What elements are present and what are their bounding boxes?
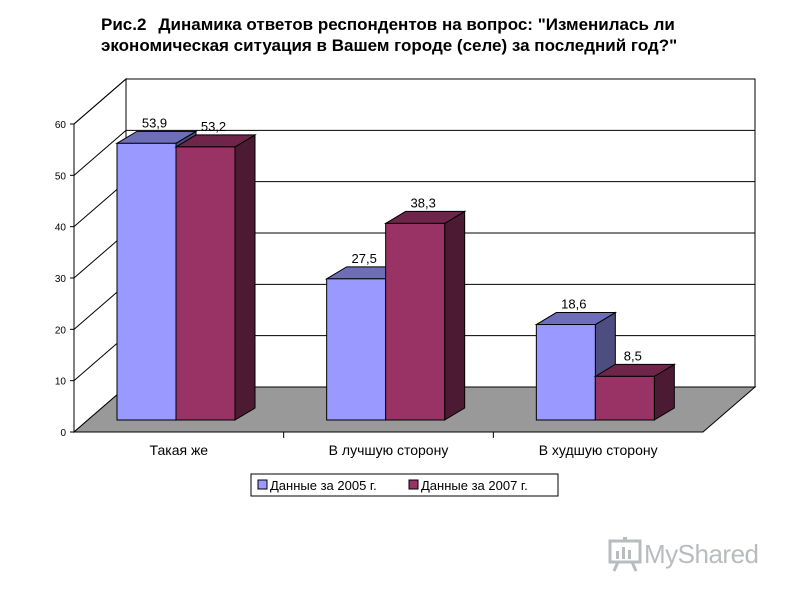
x-tick-label: Такая же: [150, 442, 209, 458]
bar: [326, 278, 387, 421]
bar: [116, 142, 177, 421]
bar: [175, 146, 236, 421]
data-label: 38,3: [411, 195, 436, 210]
x-tick-label: В худшую сторону: [539, 442, 658, 458]
y-tick-label: 0: [60, 428, 66, 439]
legend-swatch: [257, 479, 268, 490]
legend-swatch: [408, 479, 419, 490]
watermark-logo: MyShared: [606, 536, 759, 572]
presentation-board-icon: [608, 537, 642, 572]
watermark-text: MyShared: [644, 538, 759, 569]
y-tick-label: 20: [55, 325, 67, 336]
y-tick-label: 60: [55, 120, 67, 131]
chart-title-line1: Рис.2 Динамика ответов респондентов на во…: [101, 14, 791, 35]
legend-label: Данные за 2007 г.: [421, 478, 528, 493]
bar: [594, 375, 655, 421]
legend-label: Данные за 2005 г.: [270, 478, 377, 493]
data-label: 18,6: [561, 297, 586, 312]
data-label: 53,9: [142, 115, 167, 130]
x-tick-label: В лучшую сторону: [329, 442, 449, 458]
figure-number: Рис.2: [101, 15, 147, 34]
gridline: [73, 129, 755, 176]
chart-title: Рис.2 Динамика ответов респондентов на во…: [101, 14, 791, 56]
bar: [385, 222, 446, 421]
bar: [535, 324, 596, 421]
chart-title-text-1: Динамика ответов респондентов на вопрос:…: [158, 15, 675, 34]
y-tick-label: 40: [55, 223, 67, 234]
chart-title-line2: экономическая ситуация в Вашем городе (с…: [101, 36, 678, 55]
y-tick-label: 30: [55, 274, 67, 285]
data-label: 27,5: [352, 251, 377, 266]
y-tick-label: 50: [55, 171, 67, 182]
bar-side: [444, 210, 466, 421]
legend-box: [250, 473, 559, 497]
bar-side: [234, 134, 256, 421]
y-tick-label: 10: [55, 377, 67, 388]
gridline: [73, 78, 755, 125]
data-label: 53,2: [201, 119, 226, 134]
data-label: 8,5: [624, 348, 642, 363]
